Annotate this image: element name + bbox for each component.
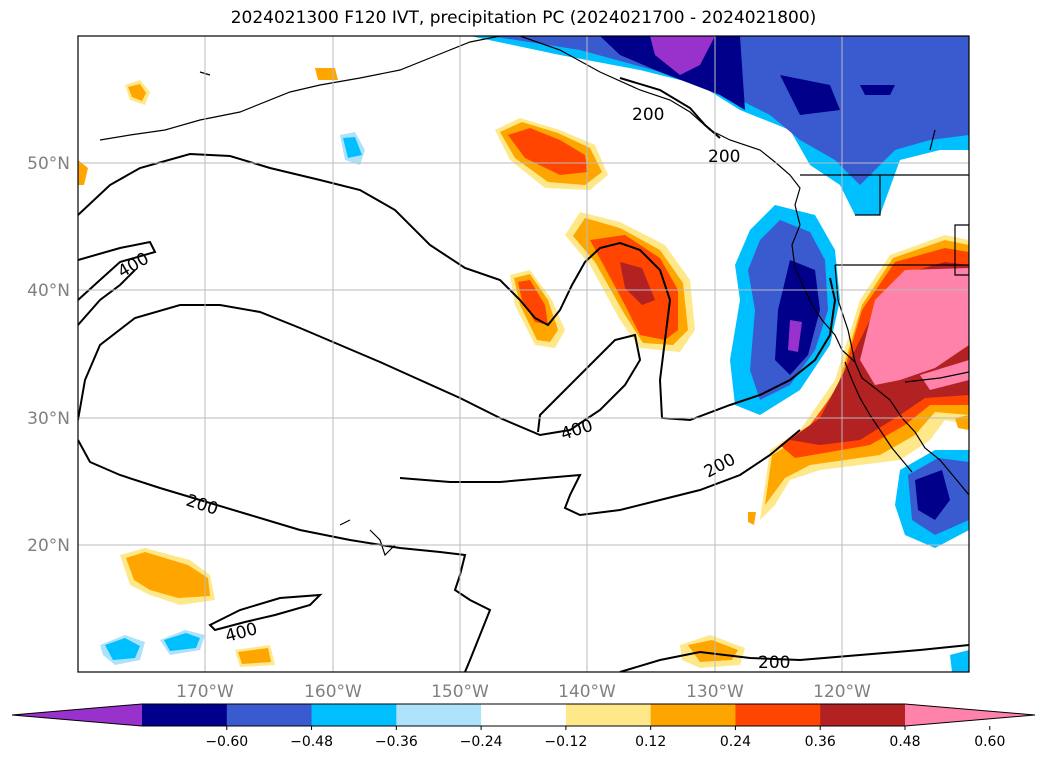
longitude-labels: 170°W 160°W 150°W 140°W 130°W 120°W	[176, 682, 871, 702]
colorbar-tick-label: 0.12	[635, 734, 666, 750]
colorbar-outline	[11, 703, 1036, 727]
lon-label-140w: 140°W	[558, 682, 616, 702]
colorbar-segment	[226, 704, 313, 726]
positive-anomaly-west-coast	[748, 235, 969, 525]
colorbar-extend-min	[12, 704, 142, 726]
colorbar-tick-label: −0.24	[460, 734, 503, 750]
colorbar-segment	[650, 704, 736, 726]
colorbar-tick-label: 0.60	[974, 734, 1005, 750]
contour-label: 200	[632, 105, 664, 125]
graticule	[78, 36, 969, 672]
ivt-contours	[78, 77, 969, 672]
colorbar-segment	[735, 704, 821, 726]
lat-label-30n: 30°N	[27, 409, 70, 429]
colorbar-tick-label: −0.60	[205, 734, 248, 750]
positive-anomaly-small	[78, 68, 969, 668]
lat-label-40n: 40°N	[27, 281, 70, 301]
colorbar-extend-max	[905, 704, 1035, 726]
colorbar-tick-label: 0.48	[889, 734, 920, 750]
lat-label-20n: 20°N	[27, 536, 70, 556]
lat-label-50n: 50°N	[27, 154, 70, 174]
colorbar-tick-label: −0.48	[290, 734, 333, 750]
colorbar-tick-label: 0.36	[805, 734, 836, 750]
colorbar: −0.60 −0.48 −0.36 −0.24 −0.12 0.12 0.24 0.36 0.4…	[11, 703, 1036, 750]
contour-label: 200	[708, 147, 740, 167]
colorbar-segment	[396, 704, 482, 726]
contour-label: 200	[758, 653, 790, 673]
lon-label-150w: 150°W	[431, 682, 489, 702]
positive-anomaly-center	[510, 212, 695, 352]
lon-label-170w: 170°W	[176, 682, 234, 702]
colorbar-segment	[481, 704, 567, 726]
colorbar-tick-label: −0.12	[544, 734, 587, 750]
colorbar-tick-label: 0.24	[720, 734, 751, 750]
latitude-labels: 50°N 40°N 30°N 20°N	[27, 154, 70, 556]
colorbar-segment	[820, 704, 906, 726]
map-panel: 200 200 400 400 200 400 200 200	[78, 36, 969, 673]
lon-label-120w: 120°W	[813, 682, 871, 702]
map-title: 2024021300 F120 IVT, precipitation PC (2…	[230, 8, 817, 28]
lon-label-160w: 160°W	[304, 682, 362, 702]
colorbar-tick-label: −0.36	[375, 734, 418, 750]
negative-anomaly-north	[470, 36, 969, 215]
map-frame	[77, 35, 970, 673]
negative-anomaly-mexico	[895, 450, 969, 672]
lon-label-130w: 130°W	[686, 682, 744, 702]
colorbar-segment	[311, 704, 397, 726]
colorbar-segment	[142, 704, 228, 726]
colorbar-segment	[565, 704, 652, 726]
negative-anomaly-small	[100, 132, 365, 665]
